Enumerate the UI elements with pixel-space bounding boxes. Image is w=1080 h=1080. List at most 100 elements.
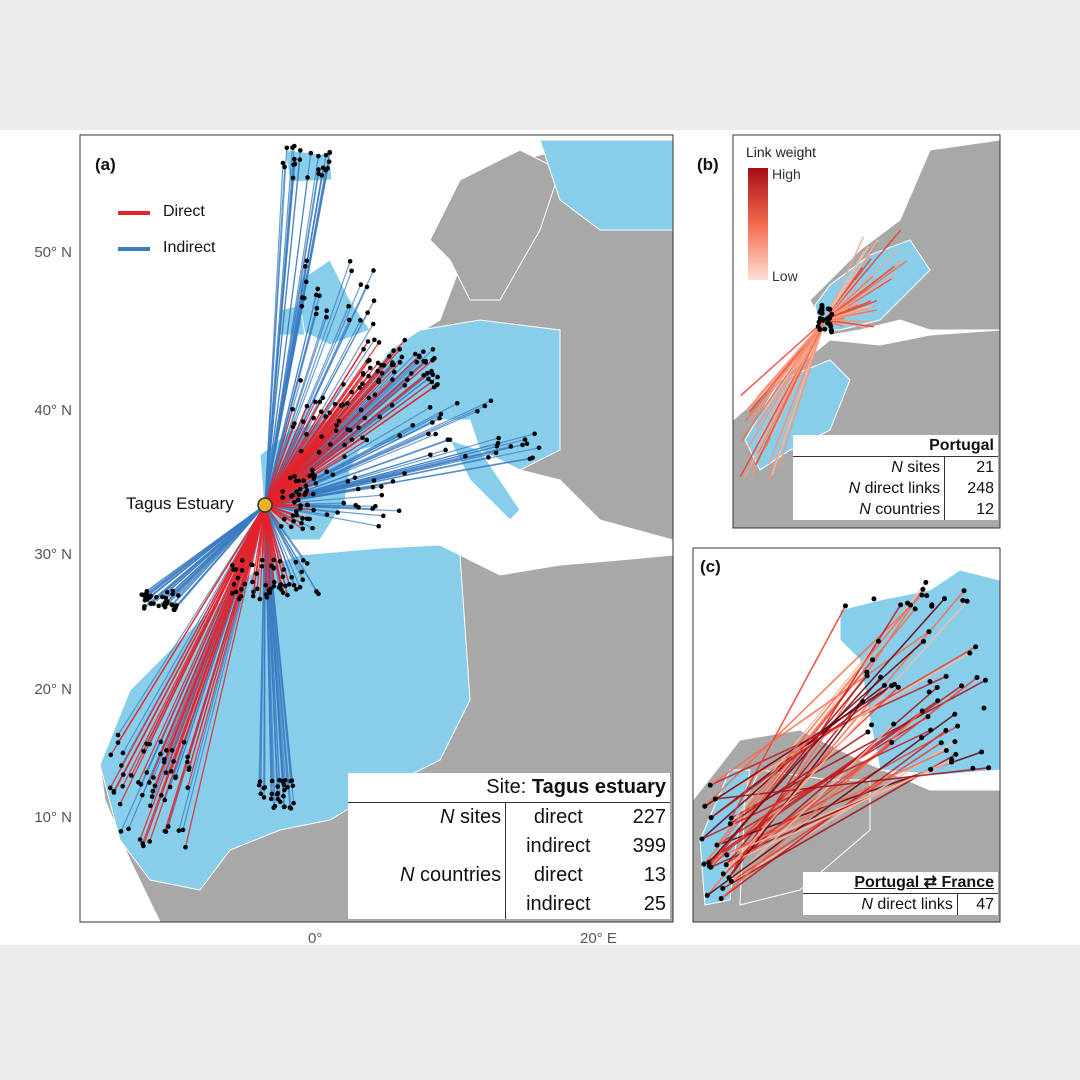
site-dot (366, 373, 371, 379)
site-dot (162, 797, 168, 803)
site-dot (300, 558, 306, 563)
site-dot (327, 149, 332, 155)
site-dot (358, 318, 363, 323)
direct-link (706, 713, 956, 897)
site-dot (410, 423, 416, 428)
site-dot (728, 878, 734, 884)
site-dot (723, 862, 729, 868)
site-dot (290, 513, 296, 519)
site-dot (163, 595, 169, 601)
site-dot (341, 500, 347, 506)
weighted-link (762, 319, 826, 450)
site-dot (156, 603, 161, 609)
frame-c (692, 547, 1001, 923)
site-dot (364, 284, 370, 290)
direct-link (710, 686, 899, 868)
direct-link (264, 504, 275, 561)
direct-link (109, 504, 266, 789)
site-dot (297, 584, 303, 590)
site-dot (140, 841, 145, 846)
site-dot (185, 759, 190, 765)
site-dot (828, 327, 834, 333)
site-dot (254, 586, 260, 592)
indirect-link (146, 504, 266, 601)
indirect-link (264, 159, 301, 506)
lon-label: 0° (308, 930, 323, 947)
row-group: N sites (348, 802, 507, 832)
site-dot (905, 600, 911, 606)
site-dot (117, 801, 123, 807)
site-dot (312, 399, 318, 405)
site-dot (119, 763, 124, 768)
site-dot (144, 770, 150, 775)
site-dot (391, 369, 397, 375)
weighted-link (755, 319, 826, 454)
site-dot (430, 372, 436, 378)
site-dot (287, 475, 293, 481)
direct-link (715, 766, 989, 800)
direct-link (714, 652, 971, 800)
direct-link (708, 598, 946, 864)
site-dot (360, 381, 365, 386)
map-c (693, 548, 1000, 922)
site-dot (148, 593, 154, 599)
site-dot (342, 454, 347, 459)
legend-swatch (118, 247, 150, 251)
indirect-link (258, 504, 266, 786)
direct-link (264, 401, 316, 506)
weighted-link (750, 319, 826, 420)
site-dot (375, 368, 380, 374)
site-dot (166, 824, 171, 829)
site-dot (718, 896, 724, 902)
site-dot (258, 791, 264, 797)
site-dot (358, 282, 364, 287)
site-dot (152, 783, 158, 789)
site-dot (925, 714, 931, 720)
site-dot (898, 602, 904, 608)
site-dot (929, 603, 935, 609)
row-count: 12 (976, 501, 994, 518)
site-dot (878, 674, 884, 680)
site-dot (281, 793, 286, 799)
site-dot (292, 161, 298, 167)
direct-link (264, 504, 314, 511)
site-dot (324, 469, 330, 475)
site-dot (280, 160, 286, 166)
weighted-link (747, 319, 826, 448)
site-dot (345, 478, 351, 484)
map-a (80, 135, 673, 922)
lon-label: 20° E (580, 930, 617, 947)
direct-link (264, 364, 393, 506)
legend-low: Low (772, 268, 798, 284)
site-dot (300, 516, 305, 521)
site-dot (140, 792, 145, 798)
site-dot (148, 601, 154, 606)
frame-a (79, 134, 674, 923)
site-dot (326, 159, 332, 164)
site-dot (282, 804, 287, 810)
indirect-link (264, 156, 320, 506)
site-dot (229, 591, 235, 596)
site-dot (405, 377, 410, 383)
site-dot (170, 602, 175, 608)
site-dot (973, 644, 979, 650)
site-dot (319, 434, 324, 439)
site-dot (447, 437, 453, 443)
site-dot (262, 785, 268, 790)
direct-link (722, 676, 978, 875)
site-dot (488, 398, 494, 404)
row-group (348, 890, 507, 919)
weighted-link (824, 300, 872, 321)
site-dot (370, 484, 376, 490)
site-dot (316, 153, 321, 159)
site-dot (290, 783, 296, 789)
site-dot (347, 317, 352, 323)
site-dot (520, 442, 525, 448)
weighted-link (824, 229, 902, 321)
lat-label: 40° N (34, 402, 72, 419)
direct-link (729, 731, 869, 825)
site-dot (919, 708, 925, 714)
site-dot (924, 593, 930, 599)
site-dot (986, 765, 992, 771)
site-dot (825, 320, 831, 326)
